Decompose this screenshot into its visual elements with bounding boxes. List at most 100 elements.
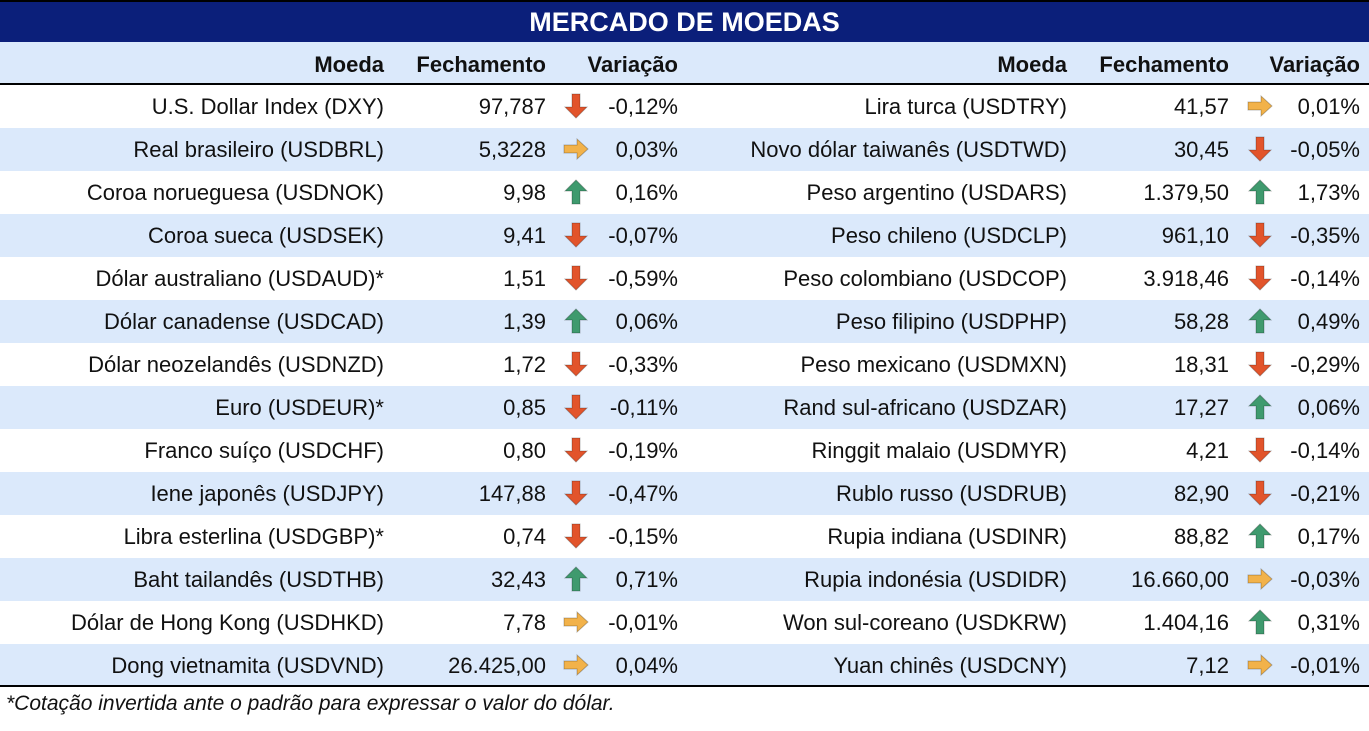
arrow-up-icon xyxy=(1247,394,1273,420)
closing-value: 1,39 xyxy=(503,309,546,334)
arrow-down-icon xyxy=(563,351,589,377)
table-body: U.S. Dollar Index (DXY) 97,787 -0,12% Li… xyxy=(0,85,1369,687)
arrow-down-icon xyxy=(1247,351,1273,377)
currency-name: Libra esterlina (USDGBP)* xyxy=(123,524,384,549)
closing-value: 4,21 xyxy=(1186,438,1229,463)
closing-value: 26.425,00 xyxy=(448,653,546,678)
currency-name: Baht tailandês (USDTHB) xyxy=(133,567,384,592)
table-row: Dólar neozelandês (USDNZD) 1,72 -0,33% P… xyxy=(0,343,1369,386)
header-fechamento-left: Fechamento xyxy=(416,52,546,77)
change-value: -0,12% xyxy=(608,94,678,119)
arrow-down-icon xyxy=(1247,136,1273,162)
currency-name: Dólar canadense (USDCAD) xyxy=(104,309,384,334)
currency-name: Rand sul-africano (USDZAR) xyxy=(783,395,1067,420)
change-value: 0,03% xyxy=(615,137,678,162)
arrow-up-icon xyxy=(1247,308,1273,334)
currency-name: Real brasileiro (USDBRL) xyxy=(133,137,384,162)
closing-value: 17,27 xyxy=(1173,395,1229,420)
change-value: -0,01% xyxy=(608,610,678,635)
closing-value: 82,90 xyxy=(1173,481,1229,506)
change-value: -0,59% xyxy=(608,266,678,291)
change-value: -0,29% xyxy=(1290,352,1360,377)
header-fechamento-right: Fechamento xyxy=(1099,52,1229,77)
change-value: 0,16% xyxy=(615,180,678,205)
closing-value: 1,72 xyxy=(503,352,546,377)
table-title: MERCADO DE MOEDAS xyxy=(0,0,1369,42)
closing-value: 16.660,00 xyxy=(1131,567,1229,592)
arrow-down-icon xyxy=(1247,480,1273,506)
change-value: 0,06% xyxy=(1297,395,1360,420)
change-value: 0,49% xyxy=(1297,309,1360,334)
currency-name: Yuan chinês (USDCNY) xyxy=(833,653,1067,678)
currency-name: Peso chileno (USDCLP) xyxy=(831,223,1067,248)
closing-value: 0,80 xyxy=(503,438,546,463)
table-header: Moeda Fechamento Variação Moeda Fechamen… xyxy=(0,42,1369,85)
currency-name: Dólar de Hong Kong (USDHKD) xyxy=(70,610,384,635)
change-value: -0,33% xyxy=(608,352,678,377)
closing-value: 32,43 xyxy=(490,567,546,592)
table-row: Dólar australiano (USDAUD)* 1,51 -0,59% … xyxy=(0,257,1369,300)
arrow-down-icon xyxy=(1247,265,1273,291)
currency-name: Euro (USDEUR)* xyxy=(215,395,384,420)
change-value: 0,06% xyxy=(615,309,678,334)
arrow-down-icon xyxy=(1247,437,1273,463)
closing-value: 1.404,16 xyxy=(1143,610,1229,635)
table-row: Libra esterlina (USDGBP)* 0,74 -0,15% Ru… xyxy=(0,515,1369,558)
change-value: 1,73% xyxy=(1297,180,1360,205)
arrow-up-icon xyxy=(1247,179,1273,205)
currency-name: U.S. Dollar Index (DXY) xyxy=(151,94,384,119)
currency-name: Peso filipino (USDPHP) xyxy=(835,309,1067,334)
arrow-up-icon xyxy=(563,179,589,205)
header-moeda-right: Moeda xyxy=(997,52,1067,77)
table-row: Baht tailandês (USDTHB) 32,43 0,71% Rupi… xyxy=(0,558,1369,601)
arrow-down-icon xyxy=(563,265,589,291)
arrow-down-icon xyxy=(563,523,589,549)
change-value: -0,35% xyxy=(1290,223,1360,248)
header-variacao-left: Variação xyxy=(587,52,678,77)
currency-name: Rupia indiana (USDINR) xyxy=(827,524,1067,549)
closing-value: 7,12 xyxy=(1186,653,1229,678)
arrow-down-icon xyxy=(563,222,589,248)
closing-value: 88,82 xyxy=(1173,524,1229,549)
change-value: -0,05% xyxy=(1290,137,1360,162)
closing-value: 41,57 xyxy=(1173,94,1229,119)
table-row: Coroa sueca (USDSEK) 9,41 -0,07% Peso ch… xyxy=(0,214,1369,257)
header-moeda-left: Moeda xyxy=(314,52,384,77)
arrow-up-icon xyxy=(1247,523,1273,549)
currency-name: Iene japonês (USDJPY) xyxy=(150,481,384,506)
currency-name: Rupia indonésia (USDIDR) xyxy=(804,567,1067,592)
currency-name: Peso colombiano (USDCOP) xyxy=(783,266,1067,291)
arrow-down-icon xyxy=(563,480,589,506)
currency-name: Coroa norueguesa (USDNOK) xyxy=(86,180,384,205)
closing-value: 147,88 xyxy=(478,481,546,506)
table-row: Coroa norueguesa (USDNOK) 9,98 0,16% Pes… xyxy=(0,171,1369,214)
change-value: 0,01% xyxy=(1297,94,1360,119)
change-value: 0,31% xyxy=(1297,610,1360,635)
currency-name: Dólar australiano (USDAUD)* xyxy=(95,266,384,291)
currency-name: Novo dólar taiwanês (USDTWD) xyxy=(750,137,1067,162)
arrow-down-icon xyxy=(563,394,589,420)
currency-name: Ringgit malaio (USDMYR) xyxy=(811,438,1067,463)
table-row: Euro (USDEUR)* 0,85 -0,11% Rand sul-afri… xyxy=(0,386,1369,429)
change-value: -0,01% xyxy=(1290,653,1360,678)
change-value: -0,47% xyxy=(608,481,678,506)
table-row: Real brasileiro (USDBRL) 5,3228 0,03% No… xyxy=(0,128,1369,171)
arrow-right-icon xyxy=(563,136,589,162)
change-value: -0,03% xyxy=(1290,567,1360,592)
change-value: -0,15% xyxy=(608,524,678,549)
closing-value: 30,45 xyxy=(1173,137,1229,162)
currency-name: Dong vietnamita (USDVND) xyxy=(111,653,384,678)
closing-value: 0,85 xyxy=(503,395,546,420)
arrow-down-icon xyxy=(563,437,589,463)
closing-value: 1,51 xyxy=(503,266,546,291)
currency-name: Won sul-coreano (USDKRW) xyxy=(782,610,1067,635)
currency-name: Coroa sueca (USDSEK) xyxy=(148,223,384,248)
closing-value: 0,74 xyxy=(503,524,546,549)
currency-name: Lira turca (USDTRY) xyxy=(864,94,1067,119)
closing-value: 58,28 xyxy=(1173,309,1229,334)
arrow-right-icon xyxy=(1247,566,1273,592)
change-value: -0,07% xyxy=(608,223,678,248)
closing-value: 18,31 xyxy=(1173,352,1229,377)
header-variacao-right: Variação xyxy=(1269,52,1360,77)
arrow-up-icon xyxy=(1247,609,1273,635)
